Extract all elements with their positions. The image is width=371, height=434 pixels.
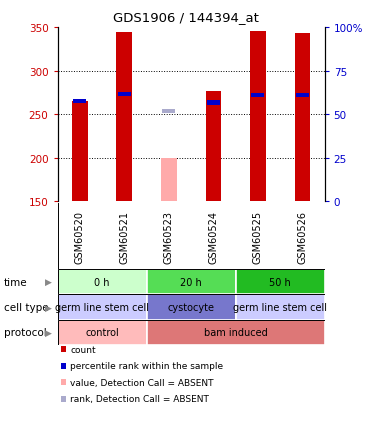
Bar — [207, 101, 220, 105]
Text: 50 h: 50 h — [269, 277, 291, 287]
Bar — [296, 93, 309, 98]
Text: germ line stem cell: germ line stem cell — [55, 302, 149, 312]
Bar — [58, 270, 147, 295]
Bar — [147, 320, 325, 345]
Text: GSM60526: GSM60526 — [298, 210, 307, 263]
Bar — [236, 270, 325, 295]
Text: protocol: protocol — [4, 328, 46, 337]
Text: value, Detection Call = ABSENT: value, Detection Call = ABSENT — [70, 378, 214, 387]
Bar — [236, 295, 325, 320]
Text: 0 h: 0 h — [94, 277, 110, 287]
Text: time: time — [4, 277, 27, 287]
Text: ▶: ▶ — [45, 328, 52, 337]
Text: GSM60520: GSM60520 — [75, 210, 85, 263]
Text: 20 h: 20 h — [180, 277, 202, 287]
Text: percentile rank within the sample: percentile rank within the sample — [70, 362, 224, 370]
Bar — [250, 32, 266, 202]
Text: GSM60523: GSM60523 — [164, 210, 174, 263]
Text: control: control — [85, 328, 119, 337]
Bar — [118, 92, 131, 97]
Text: cystocyte: cystocyte — [168, 302, 214, 312]
Bar — [162, 110, 175, 114]
Bar — [147, 295, 236, 320]
Text: GSM60524: GSM60524 — [209, 210, 218, 263]
Text: cell type: cell type — [4, 302, 48, 312]
Text: bam induced: bam induced — [204, 328, 267, 337]
Text: ▶: ▶ — [45, 278, 52, 286]
Text: ▶: ▶ — [45, 303, 52, 312]
Bar — [206, 92, 221, 202]
Bar — [58, 295, 147, 320]
Bar — [147, 270, 236, 295]
Text: rank, Detection Call = ABSENT: rank, Detection Call = ABSENT — [70, 395, 209, 403]
Bar — [161, 158, 177, 202]
Text: GSM60521: GSM60521 — [119, 210, 129, 263]
Text: count: count — [70, 345, 96, 354]
Bar — [58, 320, 147, 345]
Bar — [251, 93, 265, 98]
Text: GDS1906 / 144394_at: GDS1906 / 144394_at — [112, 11, 259, 24]
Bar — [73, 99, 86, 104]
Text: germ line stem cell: germ line stem cell — [233, 302, 327, 312]
Bar — [72, 102, 88, 202]
Text: GSM60525: GSM60525 — [253, 210, 263, 263]
Bar — [116, 33, 132, 202]
Bar — [295, 34, 310, 202]
